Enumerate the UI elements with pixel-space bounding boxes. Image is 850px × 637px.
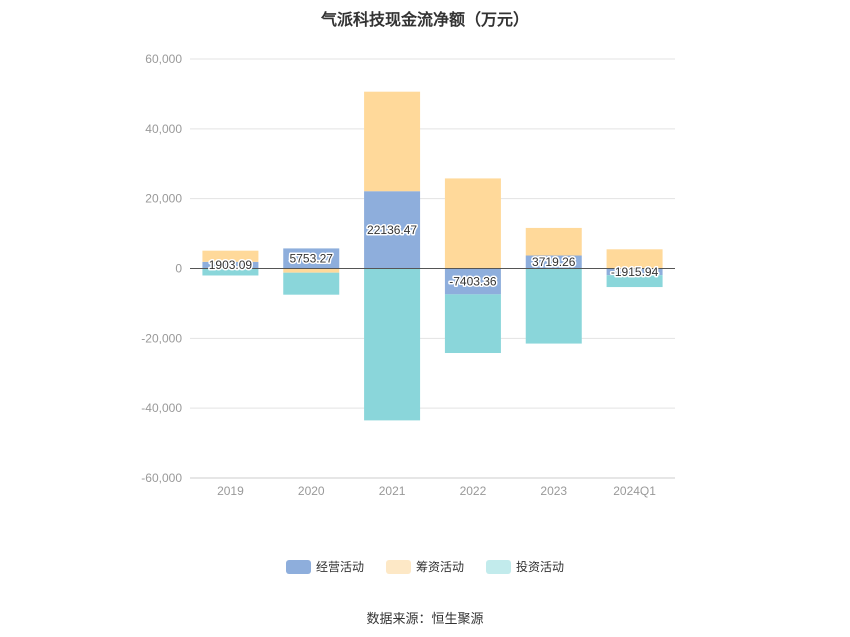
legend-item-operating[interactable]: 经营活动: [285, 558, 364, 575]
y-axis: 60,000 40,000 20,000 0 -20,000 -40,000 -60,000: [141, 52, 182, 485]
bar-operating: [444, 268, 501, 295]
x-tick-label: 2021: [379, 484, 406, 498]
data-labels: 1903.09 5753.27 22136.47 -7403.36 3719.26 -19…: [207, 221, 660, 290]
bar-financing: [364, 91, 421, 192]
data-label: 22136.47: [367, 223, 417, 237]
bar-financing: [444, 178, 501, 269]
y-tick-label: -40,000: [141, 401, 182, 415]
x-tick-label: 2020: [298, 484, 325, 498]
chart-title: 气派科技现金流净额（万元）: [320, 12, 529, 29]
bar-operating: [606, 268, 663, 276]
bar-financing: [525, 227, 582, 256]
bar-financing: [283, 268, 340, 273]
grid-lines: [190, 58, 675, 479]
data-label: -1915.94: [611, 265, 659, 279]
x-axis: 2019 2020 2021 2022 2023 2024Q1: [190, 477, 675, 498]
bar-financing: [202, 250, 259, 262]
data-label: 5753.27: [290, 251, 334, 265]
bar-investing: [606, 275, 663, 288]
x-tick-label: 2023: [540, 484, 567, 498]
bar-financing: [606, 249, 663, 269]
legend: 经营活动 筹资活动 投资活动: [0, 558, 850, 575]
x-tick-label: 2022: [460, 484, 487, 498]
bar-investing: [364, 268, 421, 421]
bar-investing: [283, 272, 340, 295]
legend-label-operating: 经营活动: [315, 560, 364, 574]
bar-operating: [283, 248, 340, 269]
y-tick-label: 60,000: [145, 52, 182, 66]
bar-operating: [525, 255, 582, 269]
bar-investing: [444, 294, 501, 354]
y-tick-label: -60,000: [141, 471, 182, 485]
legend-label-financing: 筹资活动: [415, 560, 464, 574]
data-label: 3719.26: [532, 255, 576, 269]
y-tick-label: 0: [175, 262, 182, 276]
data-source: 数据来源：恒生聚源: [366, 611, 484, 626]
legend-label-investing: 投资活动: [516, 560, 565, 574]
data-label: -7403.36: [449, 274, 497, 288]
bar-operating: [364, 191, 421, 269]
bar-operating: [202, 261, 259, 269]
legend-item-financing[interactable]: 筹资活动: [385, 558, 464, 575]
y-tick-label: -20,000: [141, 331, 182, 345]
legend-swatch-financing: [385, 559, 411, 574]
data-label: 1903.09: [209, 258, 253, 272]
bar-investing: [525, 268, 582, 344]
y-tick-label: 20,000: [145, 192, 182, 206]
legend-swatch-operating: [285, 559, 311, 574]
bars: [202, 91, 663, 421]
x-tick-label: 2019: [217, 484, 244, 498]
x-tick-label: 2024Q1: [613, 484, 656, 498]
bar-investing: [202, 268, 259, 276]
y-tick-label: 40,000: [145, 122, 182, 136]
legend-item-investing[interactable]: 投资活动: [486, 558, 564, 575]
legend-swatch-investing: [486, 559, 511, 574]
